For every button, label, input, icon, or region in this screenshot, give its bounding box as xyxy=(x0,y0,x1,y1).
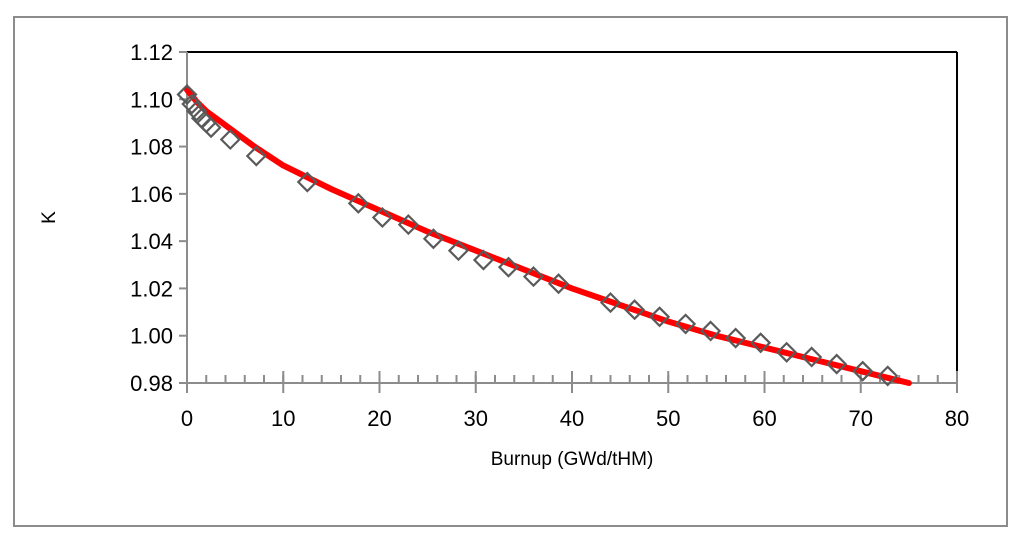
data-point xyxy=(347,192,369,214)
y-tick-label: 1.00 xyxy=(130,324,173,349)
x-tick-label: 10 xyxy=(271,406,295,431)
data-point xyxy=(877,365,899,387)
data-point xyxy=(852,360,874,382)
data-point xyxy=(245,145,267,167)
x-tick-label: 0 xyxy=(181,406,193,431)
y-axis-title: K xyxy=(39,211,60,224)
x-tick-label: 30 xyxy=(464,406,488,431)
x-tick-label: 80 xyxy=(945,406,969,431)
data-point xyxy=(649,306,671,328)
x-axis: 0 10 20 30 40 50 60 70 80 xyxy=(181,371,969,431)
fit-line-layer xyxy=(184,86,912,386)
data-point xyxy=(547,273,570,295)
y-tick-label: 1.12 xyxy=(130,40,173,65)
y-tick-label: 1.08 xyxy=(130,135,173,160)
data-point xyxy=(371,206,393,229)
data-point xyxy=(725,327,747,349)
y-tick-label: 1.06 xyxy=(130,182,173,207)
data-point xyxy=(497,256,520,278)
data-point xyxy=(776,341,798,363)
data-point xyxy=(296,171,318,193)
y-tick-label: 1.10 xyxy=(130,87,173,112)
data-point xyxy=(675,313,697,335)
fit-line xyxy=(184,86,912,386)
y-tick-label: 0.98 xyxy=(130,371,173,396)
x-tick-label: 40 xyxy=(560,406,584,431)
x-axis-title: Burnup (GWd/tHM) xyxy=(491,449,654,470)
x-tick-label: 50 xyxy=(656,406,680,431)
data-point xyxy=(522,266,545,288)
y-tick-label: 1.02 xyxy=(130,276,173,301)
data-point xyxy=(826,353,848,375)
data-point xyxy=(624,299,646,321)
x-tick-label: 60 xyxy=(752,406,776,431)
data-point xyxy=(801,346,823,368)
data-point xyxy=(397,214,419,236)
chart-frame: 0 10 20 30 40 50 60 70 80 0.98 1.00 1.02 1.04 1.06 1.… xyxy=(13,16,1008,527)
data-point xyxy=(200,117,222,139)
y-tick-label: 1.04 xyxy=(130,229,173,254)
data-point xyxy=(750,332,772,354)
data-point xyxy=(599,292,622,314)
x-tick-label: 20 xyxy=(367,406,391,431)
data-point xyxy=(186,100,208,122)
data-point xyxy=(219,128,241,151)
data-point xyxy=(181,93,203,115)
data-point xyxy=(176,84,198,106)
data-point xyxy=(422,228,444,250)
marker-layer xyxy=(176,84,899,387)
plot-border xyxy=(187,51,958,383)
chart-svg: 0 10 20 30 40 50 60 70 80 0.98 1.00 1.02 1.04 1.06 1.… xyxy=(39,40,969,470)
data-point xyxy=(700,320,722,342)
x-tick-label: 70 xyxy=(849,406,873,431)
data-point xyxy=(472,249,495,271)
data-point xyxy=(447,240,469,262)
y-axis: 0.98 1.00 1.02 1.04 1.06 1.08 1.10 1.12 xyxy=(130,40,188,396)
